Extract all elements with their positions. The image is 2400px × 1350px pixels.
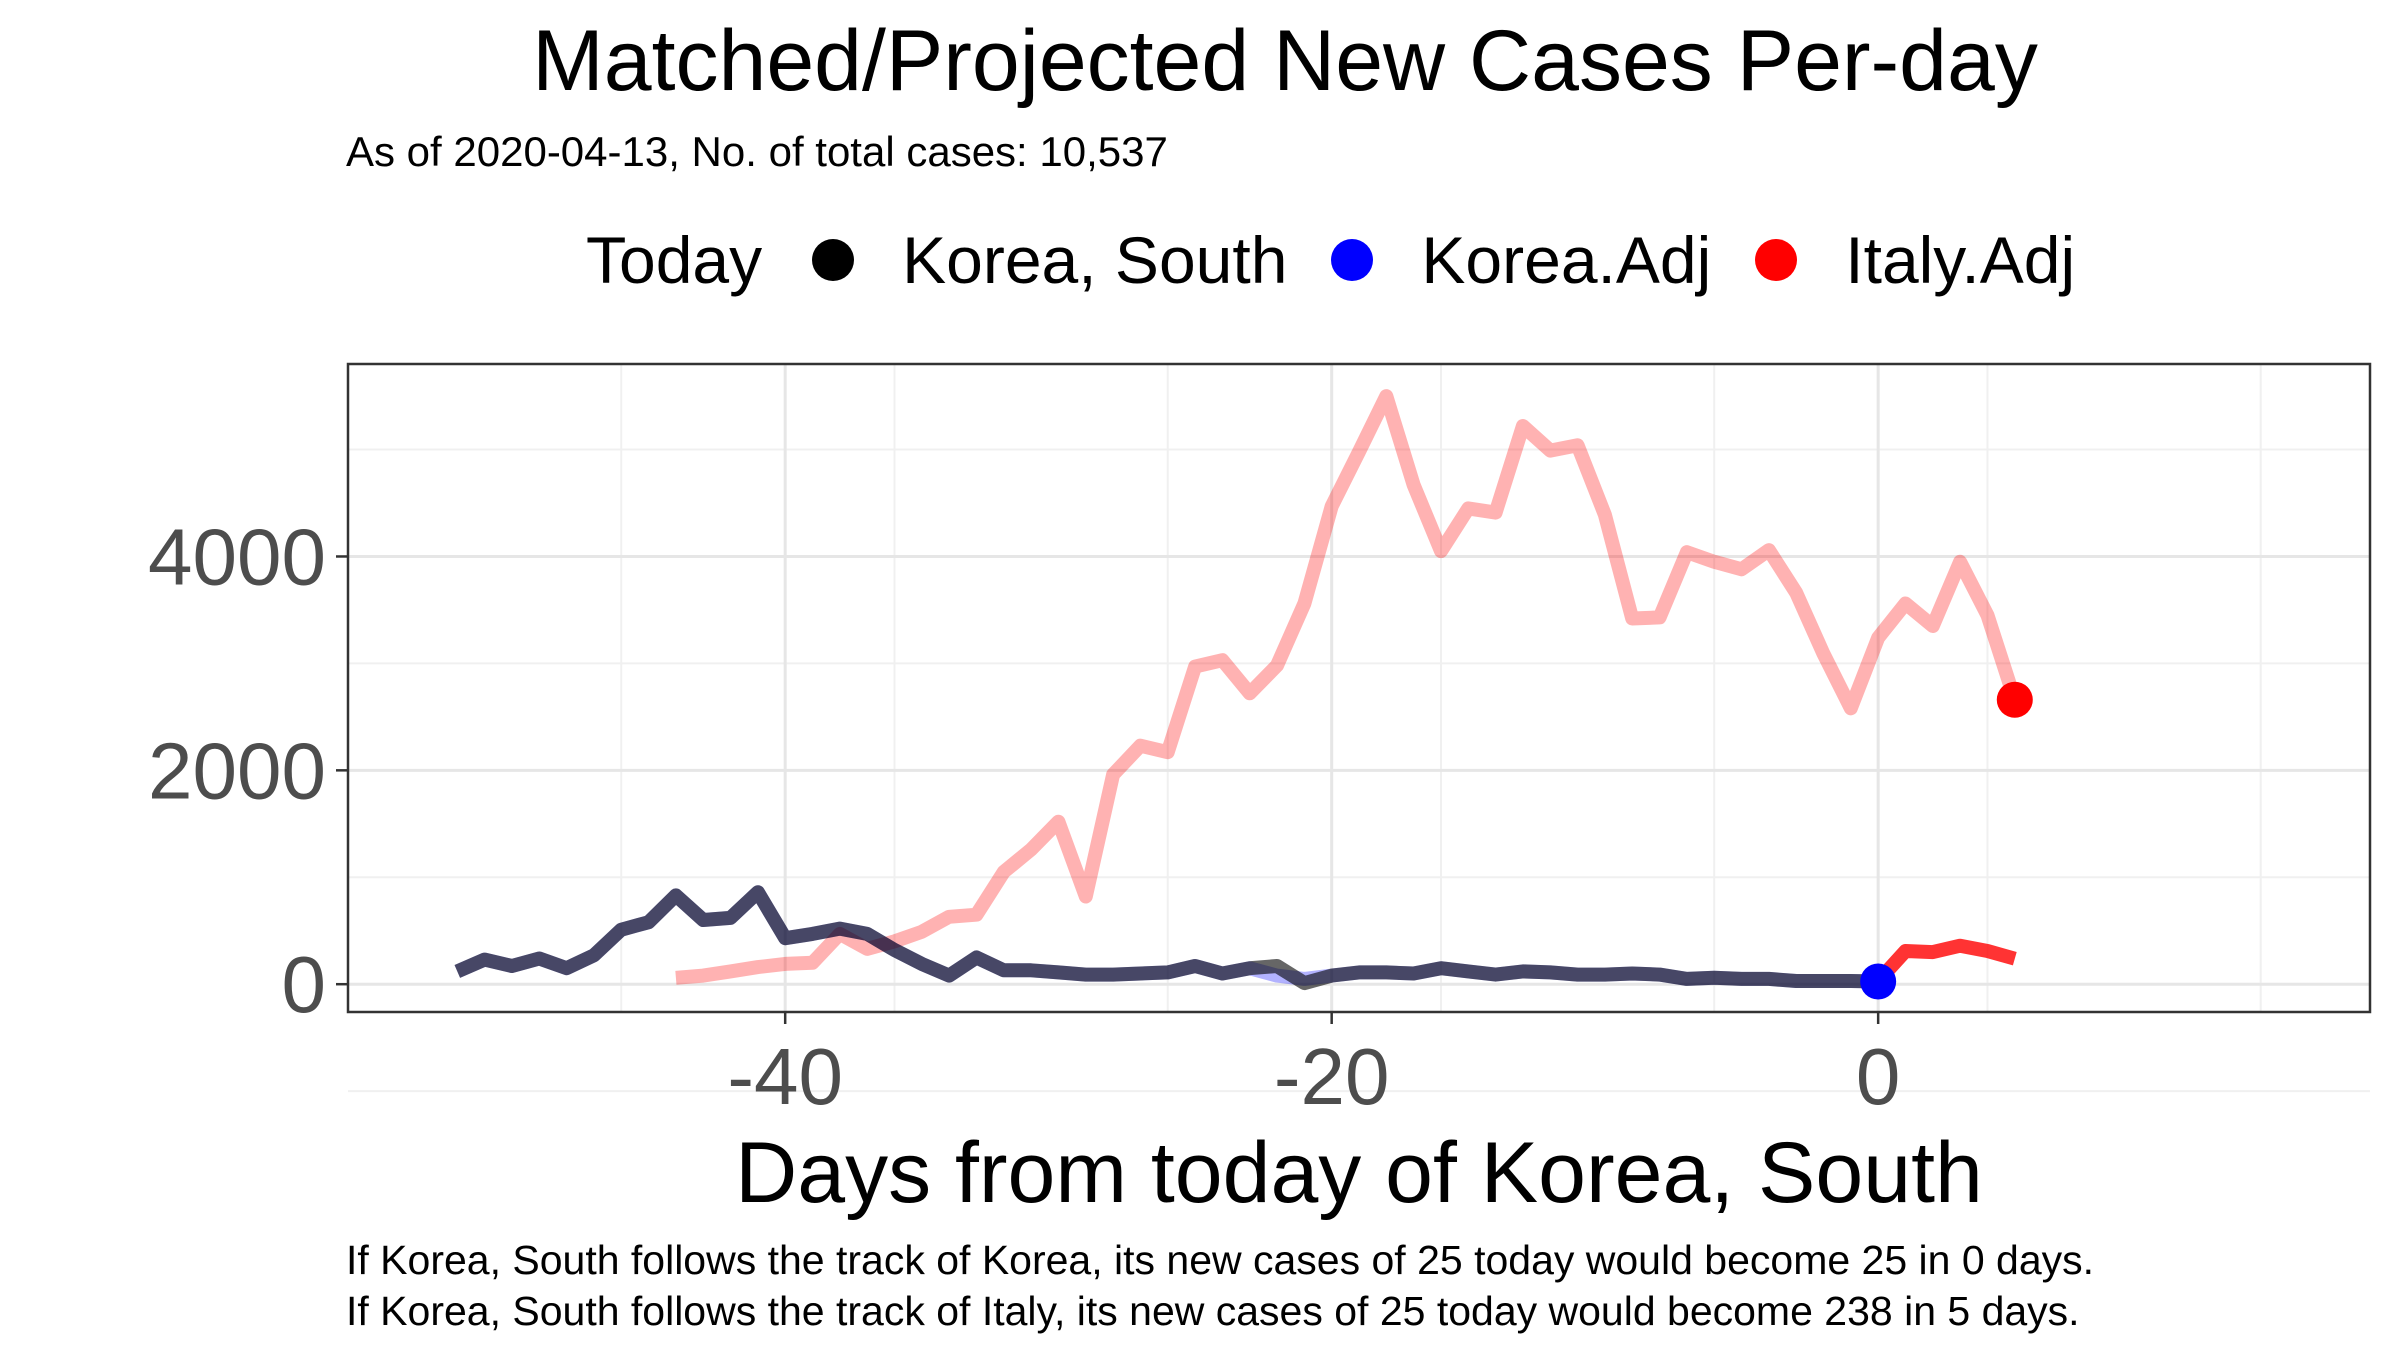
legend-item-korea-south: Korea, South — [812, 222, 1287, 298]
legend-dot-korea-south — [812, 239, 855, 281]
y-tick-label: 0 — [282, 940, 327, 1029]
x-tick-label: 0 — [1856, 1032, 1901, 1121]
legend-item-italy-adj: Italy.Adj — [1755, 222, 2075, 298]
caption-italy-track: If Korea, South follows the track of Ita… — [346, 1288, 2080, 1334]
caption-korea-track: If Korea, South follows the track of Kor… — [346, 1237, 2095, 1283]
x-tick-label: -20 — [1274, 1032, 1390, 1121]
legend-title: Today — [586, 223, 763, 297]
legend-label-korea-south: Korea, South — [902, 223, 1288, 297]
series-line-italy-adj-projection — [1873, 938, 2017, 986]
legend-label-italy-adj: Italy.Adj — [1845, 223, 2076, 297]
legend: Today Korea, South Korea.Adj Italy.Adj — [586, 218, 2119, 302]
today-point-korea-adj — [1860, 963, 1897, 1000]
series-line-korea-south — [454, 885, 1879, 991]
y-tick-label: 2000 — [148, 726, 326, 815]
legend-item-korea-adj: Korea.Adj — [1331, 222, 1711, 298]
legend-dot-korea-adj — [1331, 239, 1374, 281]
chart-title: Matched/Projected New Cases Per-day — [532, 13, 2038, 109]
legend-dot-italy-adj — [1755, 239, 1798, 281]
today-point-italy-adj — [1996, 681, 2033, 718]
chart-subtitle: As of 2020-04-13, No. of total cases: 10… — [346, 128, 1168, 175]
x-tick-label: -40 — [727, 1032, 843, 1121]
y-tick-label: 4000 — [148, 512, 326, 601]
series-line-italy-adj-history — [675, 389, 2022, 985]
panel-border — [346, 362, 2372, 1014]
x-axis-title: Days from today of Korea, South — [735, 1125, 1983, 1221]
legend-label-korea-adj: Korea.Adj — [1421, 223, 1712, 297]
